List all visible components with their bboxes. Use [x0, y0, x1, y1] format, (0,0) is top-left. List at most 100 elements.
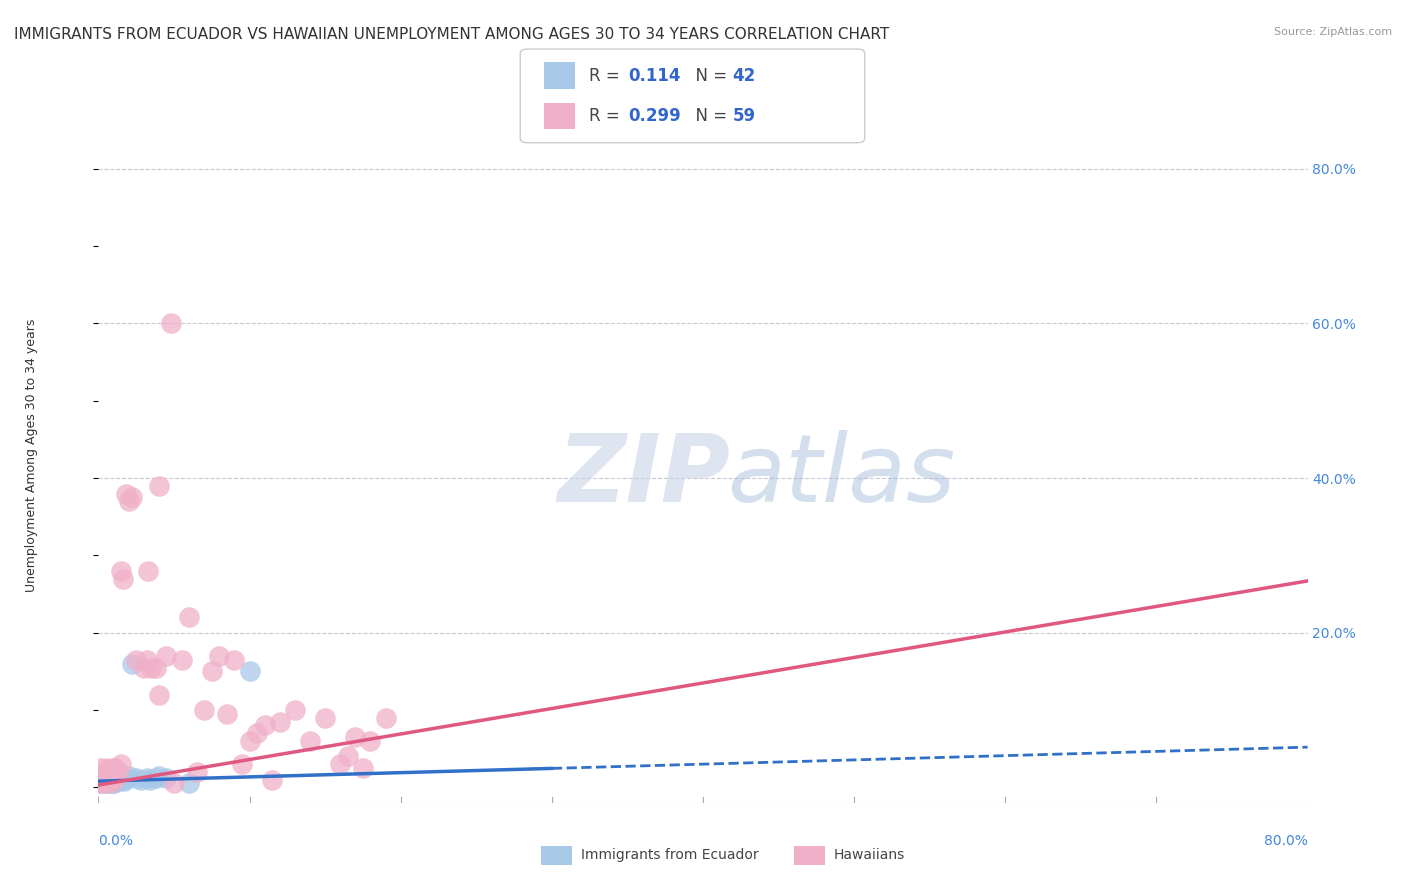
Point: [98, 774, 121, 789]
Point: [163, 776, 186, 790]
Text: Immigrants from Ecuador: Immigrants from Ecuador: [581, 848, 758, 863]
Point: [208, 648, 231, 663]
Point: [103, 766, 125, 780]
Text: 0.0%: 0.0%: [98, 834, 134, 847]
Point: [111, 772, 134, 787]
Point: [90, 776, 112, 790]
Point: [299, 734, 322, 748]
Point: [94, 764, 117, 779]
Point: [215, 706, 238, 721]
Point: [262, 772, 284, 787]
Point: [193, 703, 215, 717]
Point: [96, 761, 118, 775]
Text: 80.0%: 80.0%: [1264, 834, 1308, 847]
Point: [105, 772, 128, 787]
Point: [103, 761, 125, 775]
Point: [94, 774, 117, 789]
Point: [118, 769, 141, 783]
Point: [139, 772, 162, 787]
Point: [91, 772, 114, 787]
Point: [108, 769, 131, 783]
Text: R =: R =: [589, 67, 626, 85]
Point: [105, 769, 128, 783]
Text: Hawaiians: Hawaiians: [834, 848, 905, 863]
Point: [103, 772, 125, 787]
Text: Source: ZipAtlas.com: Source: ZipAtlas.com: [1274, 27, 1392, 37]
Point: [90, 761, 112, 775]
Point: [90, 774, 112, 789]
Point: [96, 769, 118, 783]
Point: [136, 564, 159, 578]
Point: [125, 771, 148, 785]
Point: [91, 774, 114, 789]
Point: [179, 776, 201, 790]
Point: [135, 653, 157, 667]
Point: [129, 772, 152, 787]
Point: [100, 769, 122, 783]
Point: [91, 771, 114, 785]
Point: [104, 761, 127, 775]
Point: [107, 764, 129, 779]
Point: [145, 771, 167, 785]
Point: [98, 772, 121, 787]
Text: atlas: atlas: [727, 430, 956, 521]
Point: [170, 653, 193, 667]
Point: [100, 769, 122, 783]
Text: 59: 59: [733, 107, 755, 125]
Point: [125, 653, 148, 667]
Point: [96, 772, 118, 787]
Point: [121, 657, 143, 671]
Point: [93, 769, 115, 783]
Point: [103, 776, 125, 790]
Point: [101, 766, 124, 780]
Point: [103, 771, 125, 785]
Point: [246, 726, 269, 740]
Point: [94, 772, 117, 787]
Point: [253, 718, 276, 732]
Point: [110, 771, 132, 785]
Point: [118, 494, 141, 508]
Point: [101, 771, 124, 785]
Point: [155, 648, 177, 663]
Point: [224, 653, 246, 667]
Point: [374, 711, 396, 725]
Text: 42: 42: [733, 67, 756, 85]
Point: [89, 776, 111, 790]
Point: [284, 703, 307, 717]
Point: [231, 757, 253, 772]
Point: [93, 772, 115, 787]
Point: [100, 772, 122, 787]
Point: [104, 774, 127, 789]
Point: [98, 776, 121, 790]
Point: [107, 774, 129, 789]
Point: [344, 730, 367, 744]
Point: [135, 771, 157, 785]
Point: [101, 776, 124, 790]
Point: [160, 317, 183, 331]
Point: [314, 711, 336, 725]
Text: N =: N =: [685, 67, 733, 85]
Point: [132, 660, 155, 674]
Point: [111, 572, 134, 586]
Point: [148, 769, 170, 783]
Point: [100, 776, 122, 790]
Point: [155, 771, 177, 785]
Point: [148, 688, 170, 702]
Point: [145, 660, 167, 674]
Point: [269, 714, 291, 729]
Point: [112, 774, 135, 789]
Point: [108, 772, 131, 787]
Point: [121, 491, 143, 505]
Text: N =: N =: [685, 107, 733, 125]
Point: [93, 774, 115, 789]
Point: [239, 665, 262, 679]
Point: [114, 771, 136, 785]
Point: [94, 771, 117, 785]
Point: [100, 776, 122, 790]
Text: 0.299: 0.299: [628, 107, 682, 125]
Point: [329, 757, 352, 772]
Point: [110, 564, 132, 578]
Point: [141, 660, 163, 674]
Point: [110, 757, 132, 772]
Point: [352, 761, 374, 775]
